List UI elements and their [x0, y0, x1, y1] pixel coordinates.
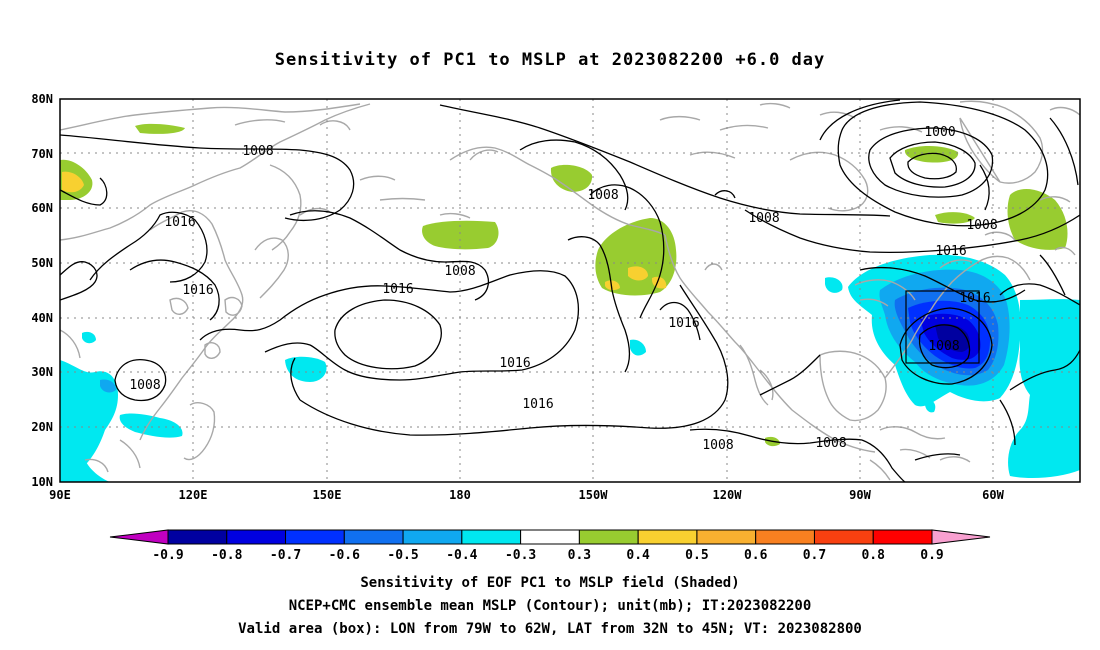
colorbar-label: -0.3: [505, 548, 536, 563]
colorbar-label: 0.6: [744, 548, 768, 563]
contour-labels: 1008 1016 1016 1008 1016 1016 1008 1008 …: [129, 125, 997, 453]
colorbar-label: 0.5: [685, 548, 708, 563]
colorbar-swatch: [755, 529, 815, 545]
colorbar-label: -0.9: [152, 548, 183, 563]
contour-label: 1016: [499, 356, 530, 371]
lat-label: 70N: [31, 147, 53, 161]
colorbar-label: -0.6: [329, 548, 360, 563]
colorbar-swatch: [226, 529, 287, 545]
lat-label: 30N: [31, 365, 53, 379]
colorbar: -0.9 -0.8 -0.7 -0.6 -0.5 -0.4 -0.3 0.3 0.4 0.5 0.6…: [109, 529, 991, 563]
colorbar-swatch: [167, 529, 228, 545]
lat-label: 40N: [31, 311, 53, 325]
lon-label: 90W: [849, 488, 871, 502]
contour-label: 1008: [748, 211, 779, 226]
lat-label: 60N: [31, 201, 53, 215]
lon-label: 150W: [579, 488, 609, 502]
lon-label: 180: [449, 488, 471, 502]
lon-label: 120W: [713, 488, 743, 502]
contour-label: 1016: [935, 244, 966, 259]
contour-label: 1008: [444, 264, 475, 279]
footer-line-3: Valid area (box): LON from 79W to 62W, L…: [238, 621, 862, 637]
lon-label: 150E: [313, 488, 342, 502]
colorbar-swatch: [343, 529, 404, 545]
contour-label: 1008: [966, 218, 997, 233]
colorbar-swatch: [696, 529, 757, 545]
mslp-contours: [60, 99, 1080, 482]
colorbar-swatch: [285, 529, 345, 545]
contour-label: 1008: [702, 438, 733, 453]
colorbar-swatch: [520, 529, 580, 545]
contour-label: 1000: [924, 125, 955, 140]
colorbar-label: 0.4: [626, 548, 650, 563]
colorbar-swatch: [872, 529, 933, 545]
colorbar-label: -0.7: [270, 548, 301, 563]
colorbar-swatch: [461, 529, 522, 545]
colorbar-label: -0.4: [446, 548, 477, 563]
lat-label: 20N: [31, 420, 53, 434]
colorbar-label: 0.8: [861, 548, 885, 563]
contour-label: 1016: [182, 283, 213, 298]
colorbar-swatch: [637, 529, 698, 545]
colorbar-label: 0.9: [920, 548, 943, 563]
colorbar-min-triangle: [109, 529, 169, 545]
contour-label: 1016: [164, 215, 195, 230]
contour-label: 1008: [129, 378, 160, 393]
contour-label: 1008: [928, 339, 959, 354]
contour-label: 1016: [522, 397, 553, 412]
coastlines: [60, 100, 1080, 481]
colorbar-swatch: [402, 529, 463, 545]
footer-line-1: Sensitivity of EOF PC1 to MSLP field (Sh…: [360, 575, 740, 591]
lon-label: 120E: [179, 488, 208, 502]
colorbar-label: 0.7: [803, 548, 826, 563]
contour-label: 1016: [382, 282, 413, 297]
lon-label: 90E: [49, 488, 71, 502]
latitude-labels: 80N 70N 60N 50N 40N 30N 20N 10N: [31, 92, 53, 489]
colorbar-label: -0.8: [211, 548, 242, 563]
contour-label: 1016: [959, 291, 990, 306]
contour-label: 1008: [587, 188, 618, 203]
positive-sensitivity-shading: [60, 123, 1068, 447]
lat-label: 80N: [31, 92, 53, 106]
lat-label: 50N: [31, 256, 53, 270]
map-title: Sensitivity of PC1 to MSLP at 2023082200…: [274, 50, 826, 70]
contour-label: 1008: [242, 144, 273, 159]
colorbar-label: 0.3: [568, 548, 591, 563]
colorbar-label: -0.5: [387, 548, 418, 563]
valid-area-box: [905, 290, 980, 364]
colorbar-swatch: [578, 529, 639, 545]
lon-label: 60W: [982, 488, 1004, 502]
contour-label: 1008: [815, 436, 846, 451]
map-frame: [59, 98, 1081, 483]
lat-label: 10N: [31, 475, 53, 489]
colorbar-max-triangle: [931, 529, 991, 545]
contour-label: 1016: [668, 316, 699, 331]
longitude-labels: 90E 120E 150E 180 150W 120W 90W 60W: [49, 488, 1004, 502]
colorbar-swatch: [813, 529, 874, 545]
footer-line-2: NCEP+CMC ensemble mean MSLP (Contour); u…: [288, 598, 812, 614]
